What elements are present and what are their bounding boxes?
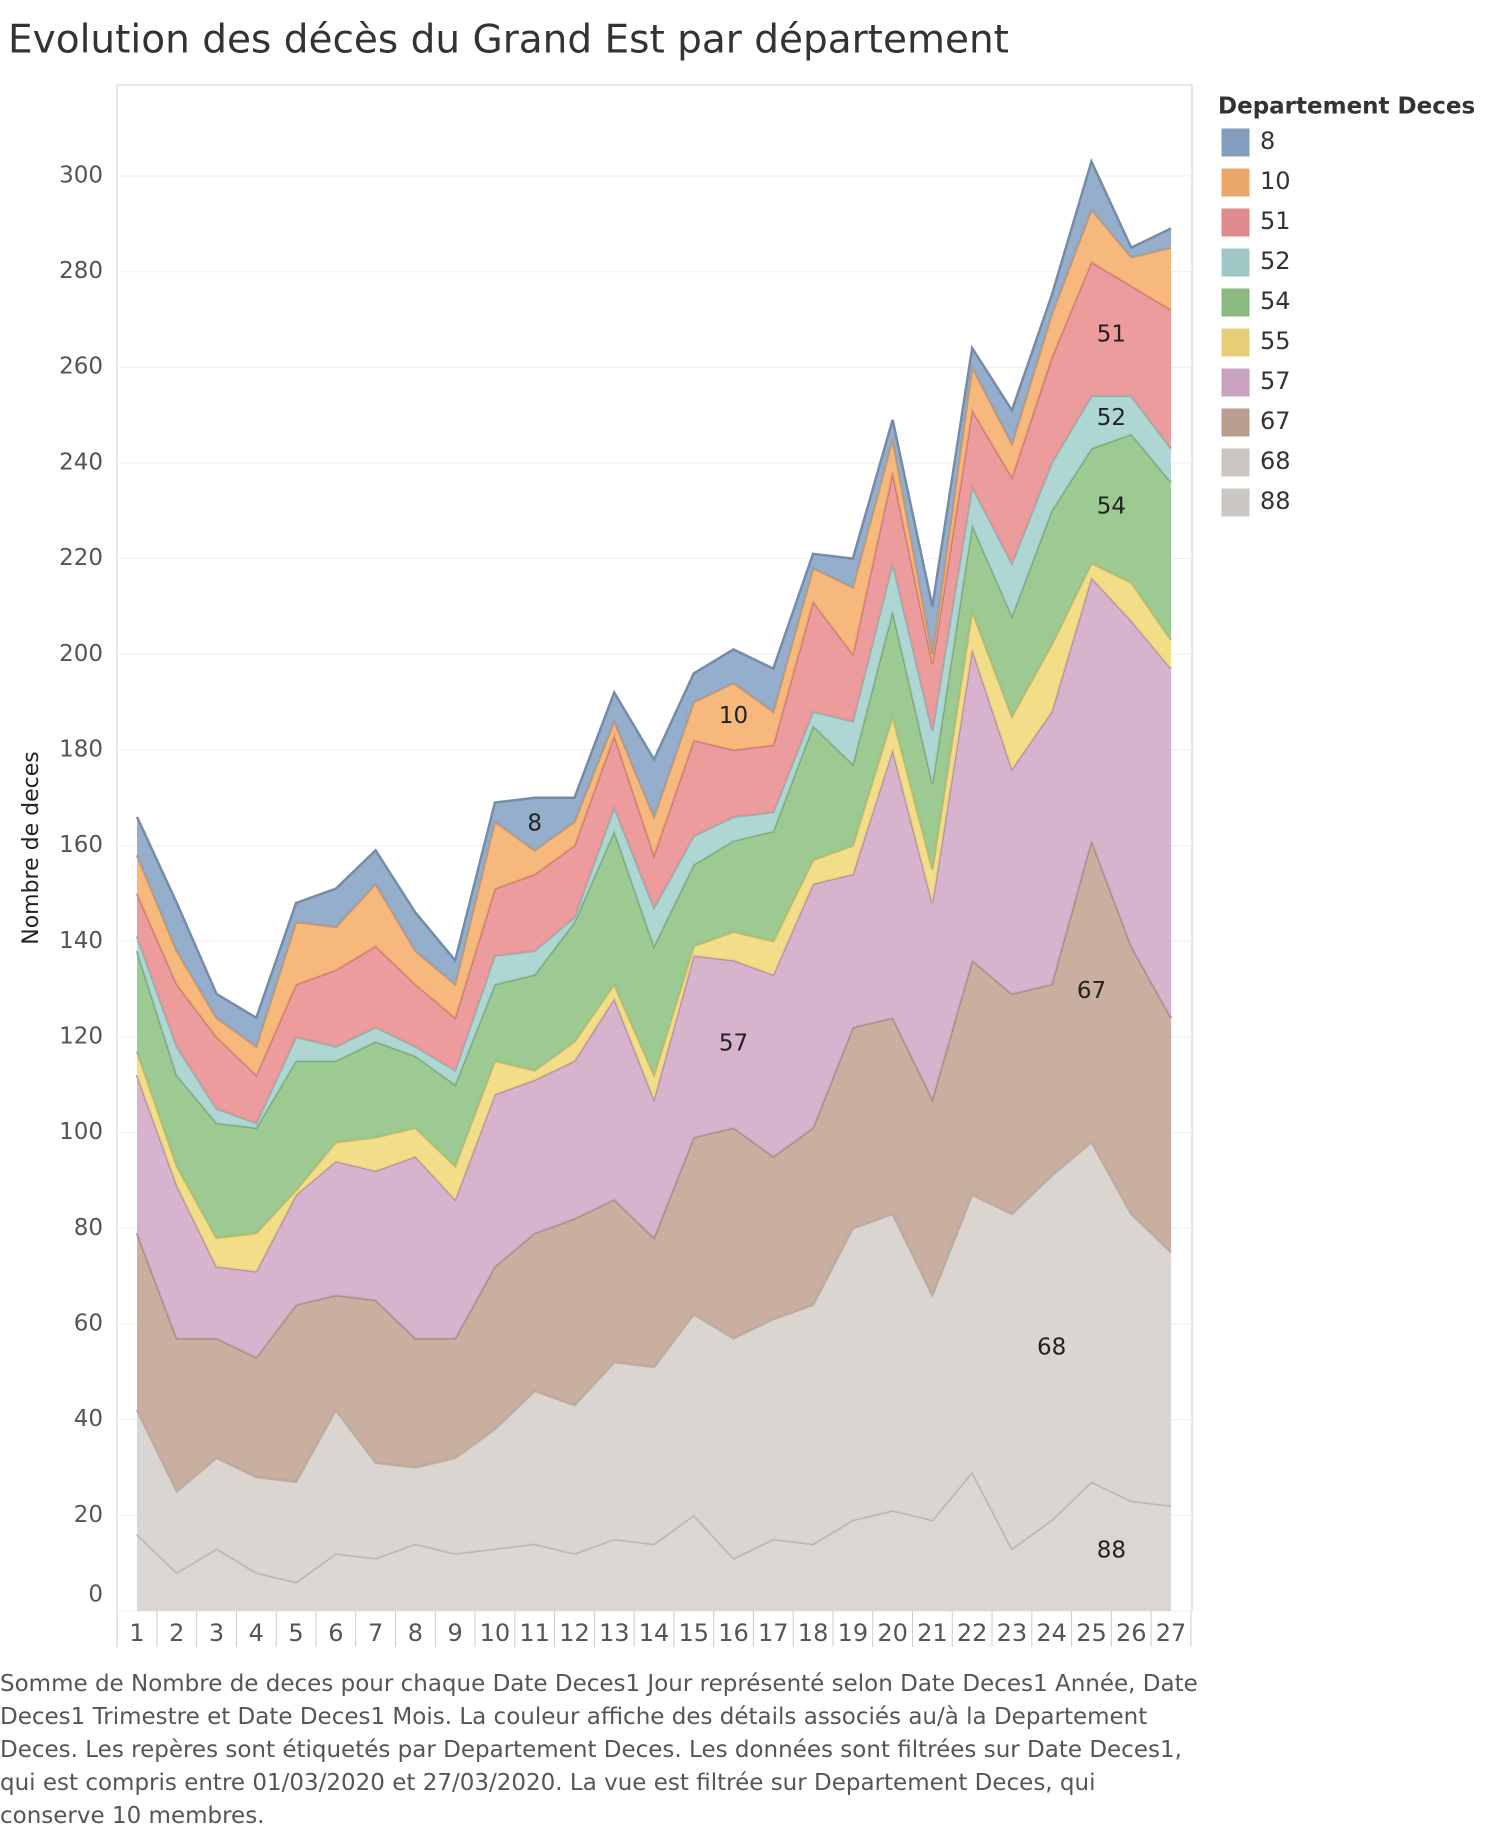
y-tick-label: 100 [59,1119,103,1145]
y-tick-label: 20 [74,1502,103,1528]
x-tick-label: 10 [480,1619,511,1647]
area [137,395,1171,1128]
legend-swatch [1221,448,1250,477]
legend-swatch [1221,488,1250,517]
x-tick-label: 26 [1116,1619,1147,1647]
area-label: 67 [1077,978,1106,1004]
y-tick-label: 200 [59,641,103,667]
x-tick-label: 5 [288,1619,303,1647]
x-tick-label: 22 [957,1619,988,1647]
y-tick-label: 40 [74,1406,103,1432]
x-tick-label: 24 [1036,1619,1067,1647]
chart-title: Evolution des décès du Grand Est par dép… [8,18,1009,63]
area-edge [136,1470,1172,1584]
y-tick-label: 240 [59,449,103,475]
x-tick-label: 20 [877,1619,908,1647]
area-label: 54 [1097,494,1126,520]
area [137,434,1171,1238]
area-label: 8 [527,811,542,837]
area-label: 68 [1037,1334,1066,1360]
legend-swatch [1221,208,1250,237]
legend-swatch [1221,408,1250,437]
area-label: 57 [719,1031,748,1057]
x-tick-label: 16 [718,1619,749,1647]
x-tick-label: 13 [599,1619,630,1647]
area [137,840,1171,1492]
x-tick-label: 2 [169,1619,184,1647]
x-tick-label: 6 [328,1619,343,1647]
area [137,563,1171,1272]
chart: Evolution des décès du Grand Est par dép… [8,18,1475,1647]
y-tick-label: 140 [59,928,103,954]
area-label: 52 [1097,405,1126,431]
y-tick-label: 180 [59,736,103,762]
x-tick-label: 11 [519,1619,550,1647]
x-tick-label: 17 [758,1619,789,1647]
y-tick-label: 80 [74,1215,103,1241]
x-tick-label: 12 [559,1619,590,1647]
y-tick-label: 60 [74,1310,103,1336]
y-tick-label: 300 [59,162,103,188]
area [137,577,1171,1358]
legend-title: Departement Deces [1218,94,1475,120]
x-tick-label: 19 [838,1619,869,1647]
legend-label: 10 [1260,167,1291,195]
legend-label: 68 [1260,447,1291,475]
area-label: 10 [719,703,748,729]
x-tick-label: 21 [917,1619,948,1647]
x-tick-label: 9 [448,1619,463,1647]
area [137,261,1171,1124]
legend-label: 52 [1260,247,1291,275]
y-tick-label: 280 [59,258,103,284]
legend-swatch [1221,248,1250,277]
x-tick-label: 25 [1076,1619,1107,1647]
caption: Somme de Nombre de deces pour chaque Dat… [0,1671,1198,1829]
area-edge [135,158,1172,1020]
legend-swatch [1221,368,1250,397]
area [137,1472,1171,1611]
legend-swatch [1221,328,1250,357]
legend-label: 8 [1260,127,1275,155]
x-tick-label: 23 [997,1619,1028,1647]
x-tick-label: 1 [129,1619,144,1647]
legend-label: 88 [1260,487,1291,515]
legend-label: 67 [1260,407,1291,435]
area [137,1142,1171,1583]
x-tick-label: 4 [249,1619,264,1647]
y-axis-label: Nombre de deces [19,751,44,945]
x-tick-label: 3 [209,1619,224,1647]
x-tick-label: 7 [368,1619,383,1647]
legend-label: 55 [1260,327,1291,355]
legend-label: 57 [1260,367,1291,395]
area [137,161,1171,1047]
x-tick-label: 18 [798,1619,829,1647]
legend-label: 54 [1260,287,1291,315]
legend-swatch [1221,128,1250,157]
area-label: 51 [1097,321,1126,347]
x-tick-label: 8 [408,1619,423,1647]
legend-swatch [1221,168,1250,197]
legend-label: 51 [1260,207,1291,235]
x-tick-label: 15 [678,1619,709,1647]
y-tick-label: 120 [59,1023,103,1049]
y-tick-label: 260 [59,354,103,380]
area [137,209,1171,1076]
y-tick-label: 160 [59,832,103,858]
y-tick-label: 0 [88,1582,103,1608]
area-label: 88 [1097,1538,1126,1564]
legend-swatch [1221,288,1250,317]
x-tick-label: 27 [1156,1619,1187,1647]
y-tick-label: 220 [59,545,103,571]
x-tick-label: 14 [639,1619,670,1647]
